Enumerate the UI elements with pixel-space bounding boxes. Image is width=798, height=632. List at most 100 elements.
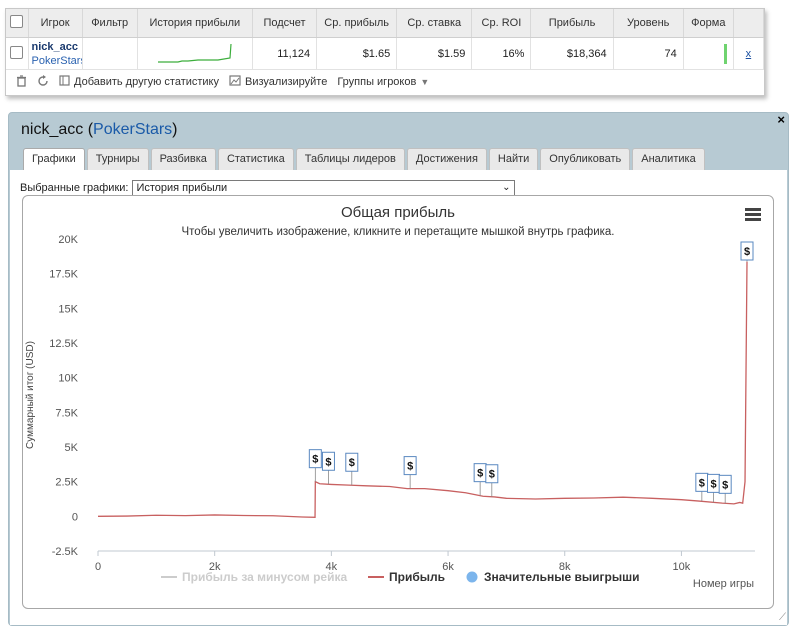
add-column-icon	[59, 75, 70, 89]
header-profit[interactable]: Прибыль	[530, 9, 614, 38]
header-filter[interactable]: Фильтр	[82, 9, 138, 38]
profit-sparkline	[157, 43, 232, 63]
player-site-link[interactable]: PokerStars	[31, 54, 83, 67]
chart-subtitle: Чтобы увеличить изображение, кликните и …	[182, 226, 615, 238]
y-tick-label: 2.5K	[55, 477, 78, 489]
header-form[interactable]: Форма	[683, 9, 734, 38]
y-tick-label: 15K	[58, 303, 78, 315]
y-tick-label: 7.5K	[55, 407, 78, 419]
x-tick-label: 2k	[209, 561, 221, 573]
chevron-down-icon: ⌄	[502, 182, 511, 193]
chart-selector-row: Выбранные графики: История прибыли ⌄	[20, 180, 516, 196]
count-cell: 11,124	[252, 37, 318, 70]
header-count[interactable]: Подсчет	[252, 9, 318, 38]
y-axis-title: Суммарный итог (USD)	[25, 341, 36, 449]
close-icon[interactable]: ×	[777, 112, 785, 127]
chart-selector-label: Выбранные графики:	[20, 182, 129, 194]
panel-site-link[interactable]: PokerStars	[93, 121, 173, 138]
visualize-label: Визуализируйте	[245, 76, 328, 88]
y-tick-label: 10K	[58, 373, 78, 385]
x-tick-label: 4k	[326, 561, 338, 573]
y-tick-label: -2.5K	[52, 546, 79, 558]
add-stats-label: Добавить другую статистику	[74, 76, 219, 88]
panel-tabs: Графики Турниры Разбивка Статистика Таблицы …	[23, 148, 705, 170]
chart-menu-icon[interactable]	[745, 208, 761, 223]
flag-box	[308, 449, 322, 469]
tab-1[interactable]: Турниры	[86, 148, 149, 170]
flag-label: $	[699, 477, 705, 489]
tab-8[interactable]: Аналитика	[632, 148, 705, 170]
chart-selector[interactable]: История прибыли ⌄	[132, 180, 516, 196]
x-tick-label: 8k	[559, 561, 571, 573]
flag-label: $	[710, 478, 716, 490]
visualize-button[interactable]: Визуализируйте	[229, 75, 327, 89]
flag-box	[485, 464, 499, 484]
avg-stake-cell: $1.59	[396, 37, 473, 70]
x-tick-label: 10k	[673, 561, 691, 573]
filter-cell[interactable]	[82, 37, 138, 70]
tab-4[interactable]: Таблицы лидеров	[295, 148, 405, 170]
header-avg-profit[interactable]: Ср. прибыль	[316, 9, 398, 38]
tab-content-charts: Выбранные графики: История прибыли ⌄ Общ…	[10, 170, 787, 625]
select-all-checkbox-cell[interactable]	[6, 9, 29, 38]
flag-label: $	[349, 457, 355, 469]
remove-cell: x	[733, 37, 765, 70]
remove-row-link[interactable]: x	[745, 47, 752, 60]
table-row: nick_acc PokerStars 11,124 $1.65 $1.59 1…	[6, 37, 765, 70]
flag-label: $	[325, 456, 331, 468]
y-tick-label: 12.5K	[49, 338, 78, 350]
tab-7[interactable]: Опубликовать	[540, 148, 631, 170]
tab-5[interactable]: Достижения	[406, 148, 487, 170]
header-avg-roi[interactable]: Ср. ROI	[471, 9, 532, 38]
tab-6[interactable]: Найти	[488, 148, 539, 170]
profit-history-sparkline-cell[interactable]	[137, 37, 253, 70]
select-all-checkbox[interactable]	[10, 15, 24, 28]
trash-icon[interactable]	[16, 74, 27, 90]
player-groups-label: Группы игроков	[337, 76, 417, 88]
add-stats-button[interactable]: Добавить другую статистику	[59, 75, 219, 89]
flag-box	[403, 456, 417, 476]
flag-label: $	[744, 246, 750, 258]
image-icon	[229, 75, 241, 89]
series-line-profit	[97, 261, 748, 518]
legend-label-profit: Прибыль	[389, 570, 445, 584]
tab-3[interactable]: Статистика	[217, 148, 294, 170]
tab-2[interactable]: Разбивка	[150, 148, 216, 170]
tab-0[interactable]: Графики	[23, 148, 85, 170]
flag-box	[740, 241, 754, 261]
level-cell: 74	[613, 37, 684, 70]
profit-chart[interactable]: Общая прибыль Чтобы увеличить изображение…	[22, 195, 774, 609]
legend-label-net-profit: Прибыль за минусом рейка	[182, 570, 347, 584]
flag-label: $	[489, 469, 495, 481]
header-level[interactable]: Уровень	[613, 9, 684, 38]
resize-handle-icon[interactable]: ⟋	[779, 612, 786, 623]
row-checkbox-cell[interactable]	[6, 37, 29, 70]
header-player[interactable]: Игрок	[28, 9, 83, 38]
profit-chart-svg[interactable]: Общая прибыль Чтобы увеличить изображение…	[23, 196, 773, 608]
header-profit-history[interactable]: История прибыли	[137, 9, 253, 38]
panel-title: nick_acc (PokerStars)	[21, 121, 178, 138]
caret-down-icon: ▼	[420, 77, 430, 87]
legend-swatch-big-wins	[466, 571, 478, 583]
player-groups-dropdown[interactable]: Группы игроков ▼	[337, 76, 429, 88]
avg-profit-cell: $1.65	[316, 37, 398, 70]
flag-label: $	[312, 454, 318, 466]
y-tick-label: 5K	[65, 442, 79, 454]
header-avg-stake[interactable]: Ср. ставка	[396, 9, 473, 38]
panel-player-name: nick_acc	[21, 121, 84, 138]
row-checkbox[interactable]	[10, 45, 24, 59]
y-tick-label: 0	[72, 511, 78, 523]
sparkline-line	[157, 43, 232, 63]
header-spacer	[733, 9, 765, 38]
x-tick-label: 6k	[442, 561, 454, 573]
player-name-link[interactable]: nick_acc	[31, 40, 79, 53]
player-cell: nick_acc PokerStars	[28, 37, 83, 70]
chart-selector-value: История прибыли	[136, 182, 228, 194]
flag-label: $	[722, 479, 728, 491]
y-tick-label: 17.5K	[49, 269, 78, 281]
legend-label-big-wins: Значительные выигрыши	[484, 570, 640, 584]
player-panel: nick_acc (PokerStars) × Графики Турниры Ра…	[8, 112, 789, 626]
refresh-icon[interactable]	[37, 74, 49, 90]
chart-title: Общая прибыль	[341, 204, 455, 221]
flag-box	[718, 474, 732, 494]
